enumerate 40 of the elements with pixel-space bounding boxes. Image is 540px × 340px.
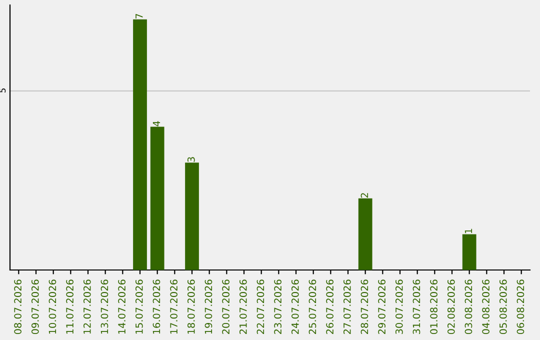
bar (462, 234, 476, 270)
x-tick-label: 13.07.2026 (100, 280, 108, 334)
x-tick-label: 08.07.2026 (14, 280, 22, 334)
x-tick-label: 25.07.2026 (308, 280, 316, 334)
x-tick-label: 20.07.2026 (222, 280, 230, 334)
x-tick-label: 18.07.2026 (187, 280, 195, 334)
x-tick-label: 02.08.2026 (447, 280, 455, 334)
x-tick-label: 23.07.2026 (274, 280, 282, 334)
x-tick-label: 24.07.2026 (291, 280, 299, 334)
x-tick-label: 30.07.2026 (395, 280, 403, 334)
x-tick-label: 10.07.2026 (48, 280, 56, 334)
x-tick-label: 09.07.2026 (31, 280, 39, 334)
x-tick-label: 19.07.2026 (204, 280, 212, 334)
x-tick-label: 26.07.2026 (326, 280, 334, 334)
x-tick-label: 06.08.2026 (516, 280, 524, 334)
x-tick-label: 21.07.2026 (239, 280, 247, 334)
x-tick-label: 17.07.2026 (170, 280, 178, 334)
data-label: 7 (136, 14, 143, 19)
x-tick-label: 16.07.2026 (152, 280, 160, 334)
bar (358, 198, 372, 270)
x-tick-label: 22.07.2026 (256, 280, 264, 334)
x-tick-label: 27.07.2026 (343, 280, 351, 334)
x-tick-label: 03.08.2026 (464, 280, 472, 334)
bar (185, 162, 199, 270)
x-tick-label: 12.07.2026 (83, 280, 91, 334)
data-label: 4 (152, 121, 160, 126)
x-tick-label: 01.08.2026 (430, 280, 438, 334)
bar (150, 126, 164, 270)
x-tick-label: 04.08.2026 (482, 280, 490, 334)
x-tick-label: 05.08.2026 (499, 280, 507, 334)
x-tick-label: 14.07.2026 (118, 280, 126, 334)
x-tick-label: 11.07.2026 (66, 280, 74, 334)
x-tick-label: 29.07.2026 (378, 280, 386, 334)
data-label: 2 (360, 193, 368, 198)
data-label: 1 (464, 228, 472, 234)
x-tick-label: 31.07.2026 (412, 280, 420, 334)
bar (133, 19, 147, 270)
data-label: 3 (187, 157, 195, 162)
x-tick-label: 15.07.2026 (135, 280, 143, 334)
x-tick-label: 28.07.2026 (360, 280, 368, 334)
